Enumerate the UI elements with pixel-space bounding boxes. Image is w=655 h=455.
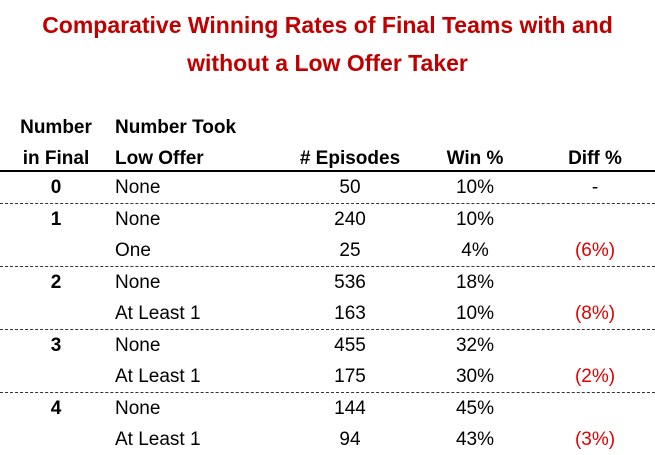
- cell-win: 18%: [455, 272, 495, 293]
- table-row: 2 None 536 18%: [0, 267, 655, 298]
- cell-diff: (2%): [574, 366, 616, 387]
- cell-episodes: 455: [334, 335, 366, 356]
- table-row: 1 None 240 10%: [0, 204, 655, 235]
- table-group: 0 None 50 10% -: [0, 172, 655, 204]
- cell-number-took: None: [115, 177, 161, 198]
- table-group: 1 None 240 10% One 25 4% (6%): [0, 204, 655, 267]
- cell-win: 10%: [455, 303, 495, 324]
- page-title: Comparative Winning Rates of Final Teams…: [0, 6, 655, 82]
- cell-number-took: None: [115, 272, 161, 293]
- table-group: 2 None 536 18% At Least 1 163 10% (8%): [0, 267, 655, 330]
- table-row: 0 None 50 10% -: [0, 172, 655, 203]
- cell-episodes: 144: [334, 398, 366, 419]
- cell-win: 45%: [455, 398, 495, 419]
- cell-number-took: At Least 1: [115, 303, 201, 324]
- cell-number-took: None: [115, 398, 161, 419]
- cell-number-in-final: 0: [50, 177, 62, 198]
- table-row: One 25 4% (6%): [0, 235, 655, 266]
- table-header: Number in Final Number Took Low Offer # …: [0, 110, 655, 172]
- cell-number-in-final: 2: [50, 272, 62, 293]
- cell-diff: (6%): [574, 240, 616, 261]
- cell-win: 10%: [455, 209, 495, 230]
- header-diff: Diff %: [568, 148, 622, 169]
- cell-number-took: None: [115, 209, 161, 230]
- cell-number-took: One: [115, 240, 151, 261]
- table-row: At Least 1 163 10% (8%): [0, 298, 655, 329]
- header-number-took-low-offer: Number Took Low Offer: [115, 112, 236, 174]
- header-number-in-final: Number in Final: [6, 112, 106, 174]
- cell-episodes: 163: [334, 303, 366, 324]
- cell-win: 30%: [455, 366, 495, 387]
- cell-number-in-final: 4: [50, 398, 62, 419]
- cell-number-took: At Least 1: [115, 429, 201, 450]
- results-table: Number in Final Number Took Low Offer # …: [0, 110, 655, 455]
- cell-diff: (3%): [574, 429, 616, 450]
- cell-diff: -: [591, 177, 599, 198]
- table-row: At Least 1 175 30% (2%): [0, 361, 655, 392]
- title-line-2: without a Low Offer Taker: [187, 50, 468, 76]
- table-group: 4 None 144 45% At Least 1 94 43% (3%): [0, 393, 655, 455]
- header-number-took-line-1: Number Took: [115, 117, 237, 138]
- cell-episodes: 175: [334, 366, 366, 387]
- header-win: Win %: [446, 148, 504, 169]
- cell-win: 43%: [455, 429, 495, 450]
- cell-win: 10%: [455, 177, 495, 198]
- header-number-took-line-2: Low Offer: [115, 148, 204, 169]
- table-row: At Least 1 94 43% (3%): [0, 424, 655, 455]
- cell-number-in-final: 1: [50, 209, 62, 230]
- table-row: 3 None 455 32%: [0, 330, 655, 361]
- header-number-in-final-line-2: in Final: [22, 148, 90, 169]
- cell-win: 4%: [461, 240, 489, 261]
- cell-episodes: 50: [339, 177, 361, 198]
- table-body: 0 None 50 10% - 1 None 240 10% One 25 4% (6%) 2 None 53…: [0, 172, 655, 455]
- cell-episodes: 536: [334, 272, 366, 293]
- table-group: 3 None 455 32% At Least 1 175 30% (2%): [0, 330, 655, 393]
- cell-number-in-final: 3: [50, 335, 62, 356]
- cell-win: 32%: [455, 335, 495, 356]
- cell-diff: (8%): [574, 303, 616, 324]
- table-row: 4 None 144 45%: [0, 393, 655, 424]
- cell-episodes: 240: [334, 209, 366, 230]
- cell-number-took: None: [115, 335, 161, 356]
- header-number-in-final-line-1: Number: [20, 117, 92, 138]
- cell-episodes: 25: [339, 240, 361, 261]
- header-episodes: # Episodes: [299, 148, 401, 169]
- title-line-1: Comparative Winning Rates of Final Teams…: [42, 12, 613, 38]
- cell-episodes: 94: [339, 429, 361, 450]
- cell-number-took: At Least 1: [115, 366, 201, 387]
